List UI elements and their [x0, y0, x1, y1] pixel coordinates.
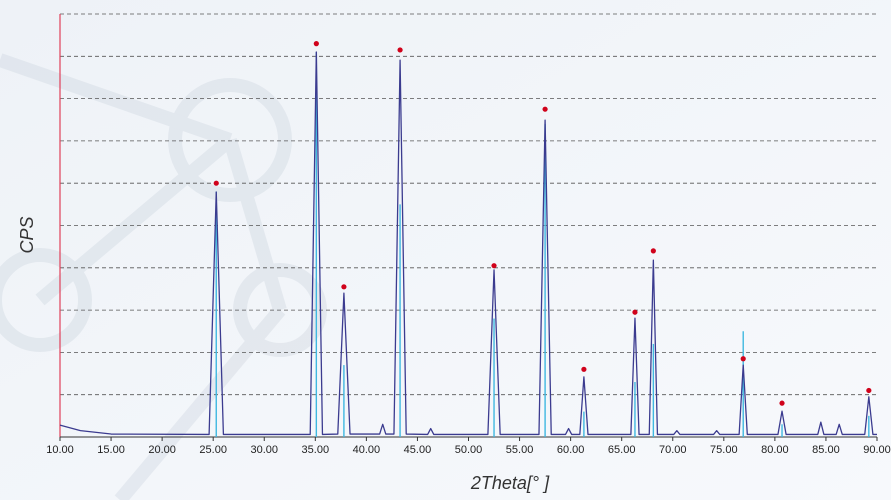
peak-marker	[213, 180, 219, 186]
peak-marker	[632, 309, 638, 315]
peak-marker	[866, 387, 872, 394]
diffraction-line	[59, 51, 877, 436]
x-tick-label: 35.00	[302, 444, 330, 456]
x-tick-label: 30.00	[250, 444, 278, 456]
peak-marker	[341, 284, 347, 290]
peak-marker	[740, 356, 746, 362]
peak-marker	[397, 47, 403, 53]
x-tick-label: 85.00	[812, 444, 840, 456]
x-tick-label: 55.00	[506, 444, 534, 456]
x-tick-label: 70.00	[659, 444, 687, 456]
peak-marker	[581, 366, 587, 372]
x-tick-label: 80.00	[761, 444, 789, 456]
x-tick-label: 75.00	[710, 444, 738, 456]
x-tick-label: 60.00	[557, 444, 585, 456]
x-tick-label: 40.00	[353, 444, 381, 456]
x-tick-label: 50.00	[455, 444, 483, 456]
x-tick-label: 20.00	[148, 444, 176, 456]
y-axis-label: CPS	[17, 216, 37, 253]
peak-marker	[313, 41, 319, 47]
peak-marker	[542, 106, 548, 112]
x-tick-label: 25.00	[199, 444, 227, 456]
x-tick-label: 90.00	[863, 444, 891, 456]
x-tick-label: 10.00	[46, 444, 74, 456]
peak-marker	[779, 400, 785, 406]
peak-marker	[491, 263, 497, 269]
x-tick-label: 15.00	[97, 444, 125, 456]
peak-marker	[650, 248, 656, 254]
background-decoration	[0, 53, 327, 500]
x-tick-label: 45.00	[404, 444, 432, 456]
x-axis-label: 2Theta[° ]	[470, 473, 550, 493]
x-tick-label: 65.00	[608, 444, 636, 456]
